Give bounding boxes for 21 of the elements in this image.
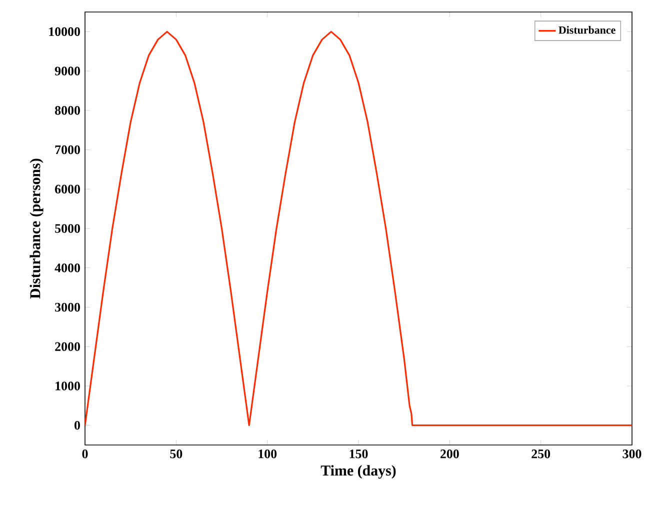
- y-tick-label: 2000: [55, 342, 80, 351]
- x-tick-label: 300: [622, 450, 642, 458]
- y-tick-label: 5000: [55, 224, 80, 233]
- x-tick-label: 150: [350, 450, 368, 458]
- y-tick-label: 0: [74, 420, 80, 430]
- y-tick-label: 4000: [54, 263, 80, 272]
- y-tick-label: 1000: [56, 382, 80, 390]
- x-tick-label: 50: [170, 450, 182, 458]
- y-tick-label: 7000: [55, 145, 80, 154]
- y-tick-label: 10000: [49, 27, 80, 36]
- x-axis-title: Time (days): [320, 465, 396, 479]
- x-tick-label: 0: [82, 450, 88, 458]
- x-tick-label: 100: [258, 450, 277, 458]
- y-tick-label: 6000: [55, 184, 80, 194]
- y-tick-label: 9000: [54, 66, 80, 76]
- x-tick-label: 250: [532, 450, 550, 458]
- y-tick-label: 8000: [55, 106, 80, 115]
- legend-label: Disturbance: [558, 26, 616, 34]
- y-tick-label: 3000: [55, 302, 80, 312]
- x-tick-label: 200: [440, 450, 459, 458]
- y-axis-title: Disturbance (persons): [30, 158, 44, 299]
